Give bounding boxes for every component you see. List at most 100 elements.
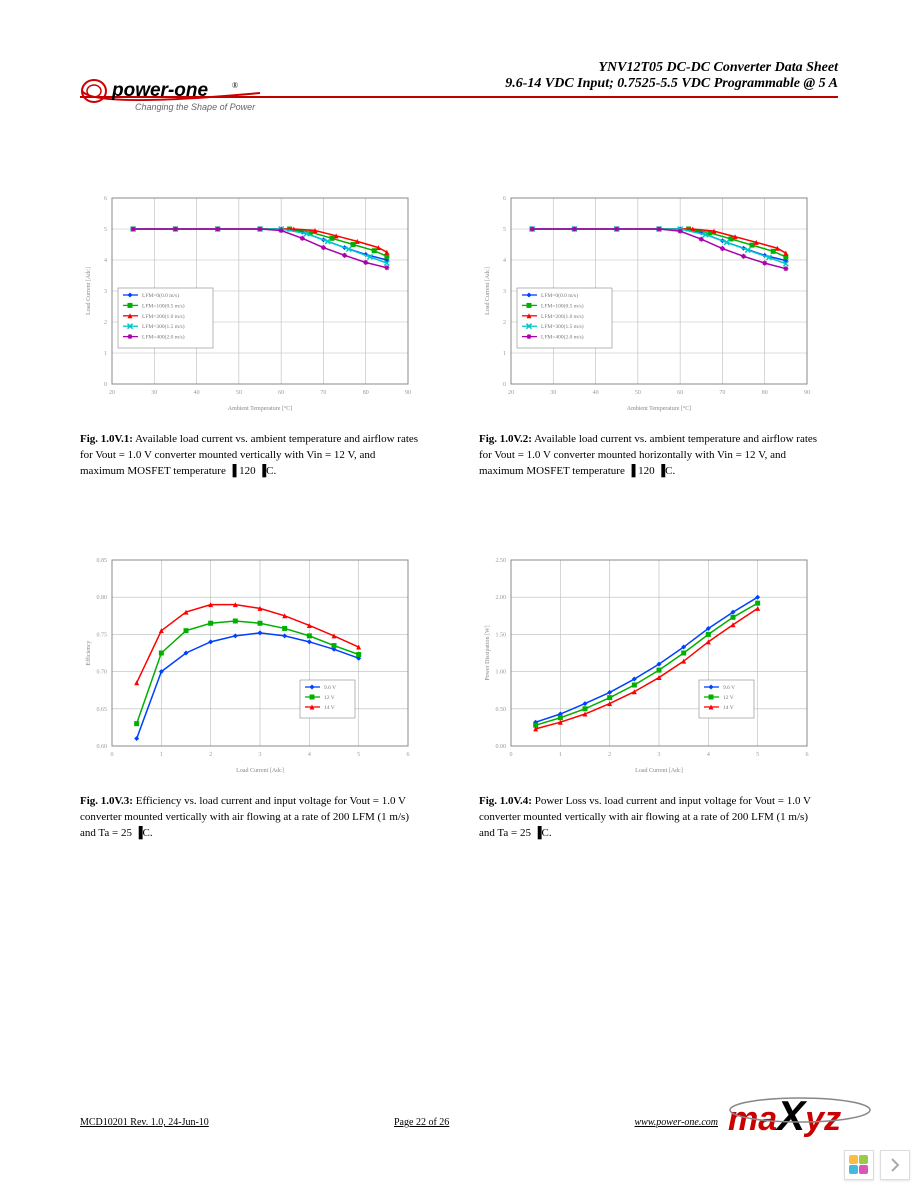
palette-icon[interactable] bbox=[844, 1150, 874, 1180]
svg-text:2: 2 bbox=[608, 752, 611, 758]
chart-2-caption: Fig. 1.0V.2: Available load current vs. … bbox=[479, 432, 819, 480]
page-header: YNV12T05 DC-DC Converter Data Sheet 9.6-… bbox=[80, 60, 838, 98]
svg-text:12 V: 12 V bbox=[324, 695, 335, 701]
svg-text:9.6 V: 9.6 V bbox=[723, 685, 735, 691]
maxyz-logo: maXyz bbox=[728, 1096, 878, 1144]
chart-3-caption: Fig. 1.0V.3: Efficiency vs. load current… bbox=[80, 794, 420, 842]
svg-text:1: 1 bbox=[503, 351, 506, 357]
svg-text:®: ® bbox=[232, 81, 238, 90]
svg-text:Power Dissipation [W]: Power Dissipation [W] bbox=[485, 625, 491, 680]
svg-text:9.6 V: 9.6 V bbox=[324, 685, 336, 691]
svg-text:40: 40 bbox=[593, 390, 599, 396]
svg-text:4: 4 bbox=[104, 258, 107, 264]
svg-text:Ambient Temperature [°C]: Ambient Temperature [°C] bbox=[228, 405, 293, 412]
svg-text:1: 1 bbox=[104, 351, 107, 357]
svg-text:3: 3 bbox=[259, 752, 262, 758]
svg-text:14 V: 14 V bbox=[324, 705, 335, 711]
svg-text:LFM=300(1.5 m/s): LFM=300(1.5 m/s) bbox=[541, 323, 584, 330]
svg-text:power-one: power-one bbox=[111, 80, 208, 101]
chart-4-caption: Fig. 1.0V.4: Power Loss vs. load current… bbox=[479, 794, 819, 842]
svg-text:1: 1 bbox=[160, 752, 163, 758]
svg-text:Ambient Temperature [°C]: Ambient Temperature [°C] bbox=[627, 405, 692, 412]
svg-text:LFM=300(1.5 m/s): LFM=300(1.5 m/s) bbox=[142, 323, 185, 330]
svg-text:5: 5 bbox=[357, 752, 360, 758]
chart-4-cell: 01234560.000.501.001.502.002.509.6 V12 V… bbox=[479, 550, 838, 842]
svg-text:0.80: 0.80 bbox=[97, 595, 108, 601]
svg-text:LFM=0(0.0 m/s): LFM=0(0.0 m/s) bbox=[541, 292, 578, 299]
svg-text:80: 80 bbox=[762, 390, 768, 396]
svg-text:5: 5 bbox=[104, 227, 107, 233]
doc-title-1: YNV12T05 DC-DC Converter Data Sheet bbox=[80, 60, 838, 76]
svg-text:LFM=400(2.0 m/s): LFM=400(2.0 m/s) bbox=[142, 334, 185, 341]
svg-text:0.60: 0.60 bbox=[97, 744, 108, 750]
svg-text:0.75: 0.75 bbox=[97, 632, 108, 638]
svg-text:LFM=200(1.0 m/s): LFM=200(1.0 m/s) bbox=[142, 313, 185, 320]
svg-text:Load Current [Adc]: Load Current [Adc] bbox=[635, 768, 683, 774]
chart-1-cell: 20 30 40 50 60 70 80 90 0 1 2 3 4 5 6 LFM=0(0.0 m/s) LFM… bbox=[80, 188, 439, 480]
svg-text:6: 6 bbox=[104, 196, 107, 202]
svg-text:LFM=100(0.5 m/s): LFM=100(0.5 m/s) bbox=[541, 302, 584, 309]
svg-text:0: 0 bbox=[104, 382, 107, 388]
svg-text:3: 3 bbox=[104, 289, 107, 295]
svg-text:20: 20 bbox=[508, 390, 514, 396]
svg-text:6: 6 bbox=[806, 752, 809, 758]
svg-text:40: 40 bbox=[194, 390, 200, 396]
svg-text:0: 0 bbox=[510, 752, 513, 758]
svg-text:LFM=200(1.0 m/s): LFM=200(1.0 m/s) bbox=[541, 313, 584, 320]
footer-center: Page 22 of 26 bbox=[209, 1117, 635, 1128]
svg-text:6: 6 bbox=[503, 196, 506, 202]
svg-text:90: 90 bbox=[804, 390, 810, 396]
svg-text:30: 30 bbox=[550, 390, 556, 396]
svg-text:Load Current [Adc]: Load Current [Adc] bbox=[86, 267, 92, 315]
svg-text:14 V: 14 V bbox=[723, 705, 734, 711]
svg-text:0: 0 bbox=[111, 752, 114, 758]
svg-text:20: 20 bbox=[109, 390, 115, 396]
svg-text:0.00: 0.00 bbox=[496, 744, 507, 750]
chart-3-cell: 0 1 2 3 4 5 6 0.60 0.65 0.70 0.75 0.80 0.85 9.6 V 12 V… bbox=[80, 550, 439, 842]
svg-text:0.65: 0.65 bbox=[97, 707, 108, 713]
svg-text:LFM=100(0.5 m/s): LFM=100(0.5 m/s) bbox=[142, 302, 185, 309]
svg-text:3: 3 bbox=[658, 752, 661, 758]
footer-right: www.power-one.com bbox=[635, 1117, 719, 1128]
svg-text:0.85: 0.85 bbox=[97, 558, 108, 564]
chart-3: 0 1 2 3 4 5 6 0.60 0.65 0.70 0.75 0.80 0.85 9.6 V 12 V… bbox=[80, 550, 420, 780]
svg-text:6: 6 bbox=[407, 752, 410, 758]
svg-text:2.00: 2.00 bbox=[496, 595, 507, 601]
svg-text:Load Current [Adc]: Load Current [Adc] bbox=[485, 267, 491, 315]
svg-text:5: 5 bbox=[503, 227, 506, 233]
svg-text:0: 0 bbox=[503, 382, 506, 388]
charts-grid: 20304050607080900123456LFM=0(0.0 m/s)LFM… bbox=[80, 188, 838, 842]
svg-text:70: 70 bbox=[719, 390, 725, 396]
svg-text:LFM=400(2.0 m/s): LFM=400(2.0 m/s) bbox=[541, 334, 584, 341]
svg-text:50: 50 bbox=[236, 390, 242, 396]
chart-4: 01234560.000.501.001.502.002.509.6 V12 V… bbox=[479, 550, 819, 780]
chart-2-cell: 20304050607080900123456LFM=0(0.0 m/s)LFM… bbox=[479, 188, 838, 480]
chart-1: 20 30 40 50 60 70 80 90 0 1 2 3 4 5 6 LFM=0(0.0 m/s) LFM… bbox=[80, 188, 420, 418]
svg-text:80: 80 bbox=[363, 390, 369, 396]
svg-text:Load Current [Adc]: Load Current [Adc] bbox=[236, 768, 284, 774]
next-arrow-icon[interactable] bbox=[880, 1150, 910, 1180]
chart-2: 20304050607080900123456LFM=0(0.0 m/s)LFM… bbox=[479, 188, 819, 418]
svg-text:4: 4 bbox=[707, 752, 710, 758]
svg-text:12 V: 12 V bbox=[723, 695, 734, 701]
footer-left: MCD10201 Rev. 1.0, 24-Jun-10 bbox=[80, 1117, 209, 1128]
svg-text:60: 60 bbox=[278, 390, 284, 396]
svg-text:LFM=0(0.0 m/s): LFM=0(0.0 m/s) bbox=[142, 292, 179, 299]
svg-text:1.50: 1.50 bbox=[496, 632, 507, 638]
svg-text:90: 90 bbox=[405, 390, 411, 396]
svg-text:3: 3 bbox=[503, 289, 506, 295]
svg-text:4: 4 bbox=[503, 258, 506, 264]
svg-text:2: 2 bbox=[209, 752, 212, 758]
svg-text:1: 1 bbox=[559, 752, 562, 758]
svg-text:60: 60 bbox=[677, 390, 683, 396]
svg-text:2.50: 2.50 bbox=[496, 558, 507, 564]
svg-text:30: 30 bbox=[151, 390, 157, 396]
svg-text:2: 2 bbox=[104, 320, 107, 326]
chart-1-caption: Fig. 1.0V.1: Available load current vs. … bbox=[80, 432, 420, 480]
svg-text:0.70: 0.70 bbox=[97, 669, 108, 675]
svg-text:2: 2 bbox=[503, 320, 506, 326]
svg-text:4: 4 bbox=[308, 752, 311, 758]
svg-text:70: 70 bbox=[320, 390, 326, 396]
corner-widgets bbox=[844, 1150, 910, 1180]
svg-text:Changing the Shape of Power: Changing the Shape of Power bbox=[135, 102, 256, 112]
